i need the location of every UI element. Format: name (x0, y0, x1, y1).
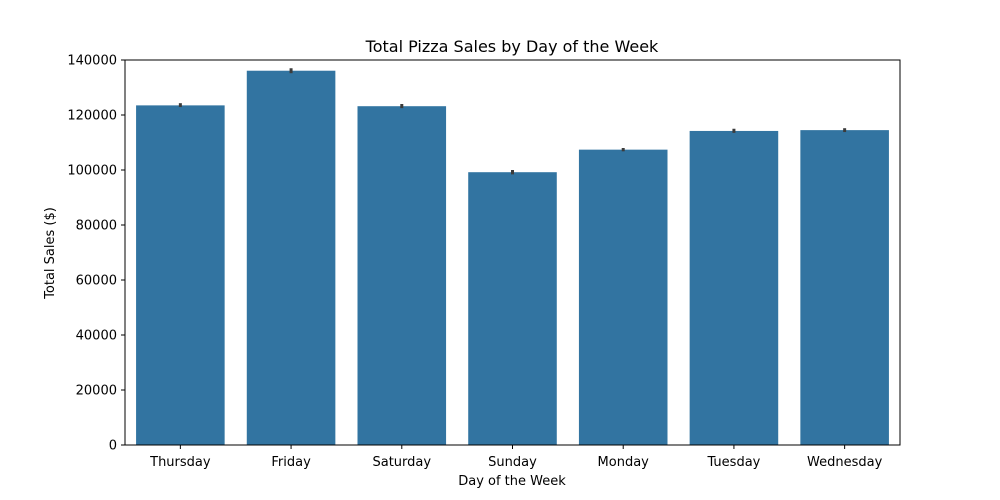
bar-friday (246, 70, 336, 445)
bar-sunday (468, 172, 557, 445)
y-tick-label: 40000 (76, 329, 117, 344)
x-tick-label: Wednesday (807, 455, 883, 470)
y-tick-label: 0 (109, 439, 117, 454)
y-tick-label: 60000 (76, 274, 117, 289)
x-tick-label: Saturday (372, 455, 431, 470)
x-tick-label: Monday (598, 455, 650, 470)
bar-tuesday (689, 130, 779, 445)
y-tick-label: 80000 (76, 219, 117, 234)
error-bars-group (178, 68, 847, 175)
y-tick-label: 20000 (76, 384, 117, 399)
bar-wednesday (800, 130, 889, 445)
x-axis: Thursday Friday Saturday Sunday Monday Tuesda… (149, 445, 883, 470)
x-tick-label: Thursday (149, 455, 211, 470)
x-tick-label: Friday (271, 455, 311, 470)
x-tick-label: Tuesday (706, 455, 760, 470)
bar-thursday (136, 105, 225, 445)
plot-frame (124, 59, 901, 446)
bar-monday (578, 149, 668, 445)
y-tick-label: 100000 (67, 164, 117, 179)
bar-saturday (357, 106, 447, 445)
y-axis-label: Total Sales ($) (43, 207, 58, 300)
x-tick-label: Sunday (488, 455, 537, 470)
y-tick-label: 120000 (67, 109, 117, 124)
y-tick-label: 140000 (67, 54, 117, 69)
y-axis: 0 20000 40000 60000 80000 100000 120000 140000 (67, 54, 125, 454)
chart-title: Total Pizza Sales by Day of the Week (365, 37, 659, 56)
x-axis-label: Day of the Week (458, 474, 566, 489)
bars-group (136, 70, 889, 445)
